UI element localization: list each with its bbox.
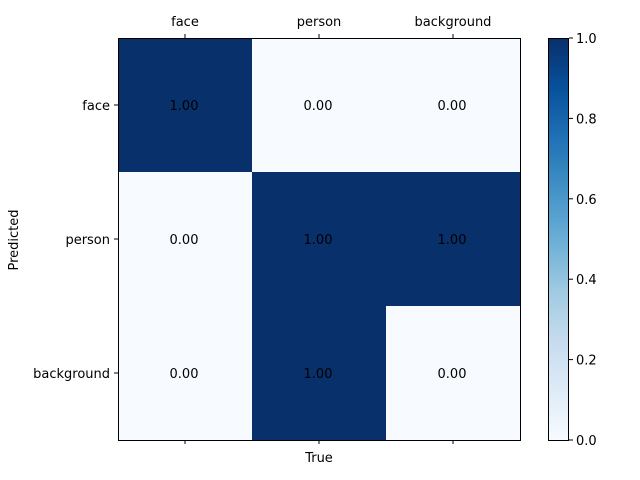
heatmap-cell-r2-c1 bbox=[252, 306, 387, 441]
colorbar-tick-label-1: 0.2 bbox=[576, 354, 597, 369]
heatmap-cell-r2-c0 bbox=[118, 306, 253, 441]
colorbar-gradient bbox=[548, 38, 569, 441]
y-axis-label: Predicted bbox=[7, 209, 22, 270]
colorbar-tick-label-3: 0.6 bbox=[576, 193, 597, 208]
heatmap-cell-r0-c2 bbox=[386, 38, 521, 173]
colorbar-tick-label-5: 1.0 bbox=[576, 32, 597, 47]
y-axis-ticks: face person background bbox=[33, 99, 118, 382]
heatmap-cell-r0-c1 bbox=[252, 38, 387, 173]
heatmap-cells bbox=[118, 38, 521, 441]
x-tick-label-1: person bbox=[297, 15, 342, 30]
x-tick-label-2: background bbox=[415, 15, 492, 30]
heatmap-cell-r1-c0 bbox=[118, 172, 253, 307]
colorbar-tick-label-2: 0.4 bbox=[576, 273, 597, 288]
cell-label-r0-c1: 0.00 bbox=[304, 99, 333, 114]
cell-label-r1-c1: 1.00 bbox=[304, 233, 333, 248]
cell-label-r0-c2: 0.00 bbox=[438, 99, 467, 114]
colorbar-tick-label-0: 0.0 bbox=[576, 434, 597, 449]
cell-label-r2-c1: 1.00 bbox=[304, 367, 333, 382]
cell-value-labels: 1.00 0.00 0.00 0.00 1.00 1.00 0.00 1.00 0.00 bbox=[170, 99, 467, 382]
x-tick-label-0: face bbox=[171, 15, 199, 30]
heatmap-cell-r0-c0 bbox=[118, 38, 253, 173]
cell-label-r0-c0: 1.00 bbox=[170, 99, 199, 114]
cell-label-r1-c2: 1.00 bbox=[438, 233, 467, 248]
cell-label-r1-c0: 0.00 bbox=[170, 233, 199, 248]
heatmap-cell-r1-c1 bbox=[252, 172, 387, 307]
heatmap-cell-r2-c2 bbox=[386, 306, 521, 441]
y-tick-label-2: background bbox=[33, 367, 110, 382]
heatmap-cell-r1-c2 bbox=[386, 172, 521, 307]
cell-label-r2-c0: 0.00 bbox=[170, 367, 199, 382]
colorbar: 0.0 0.2 0.4 0.6 0.8 1.0 bbox=[548, 32, 597, 449]
y-tick-label-1: person bbox=[65, 233, 110, 248]
y-tick-label-0: face bbox=[82, 99, 110, 114]
cell-label-r2-c2: 0.00 bbox=[438, 367, 467, 382]
x-axis-ticks: face person background bbox=[171, 15, 491, 444]
colorbar-tick-label-4: 0.8 bbox=[576, 112, 597, 127]
x-axis-label: True bbox=[304, 451, 333, 466]
colorbar-ticks: 0.0 0.2 0.4 0.6 0.8 1.0 bbox=[569, 32, 597, 449]
